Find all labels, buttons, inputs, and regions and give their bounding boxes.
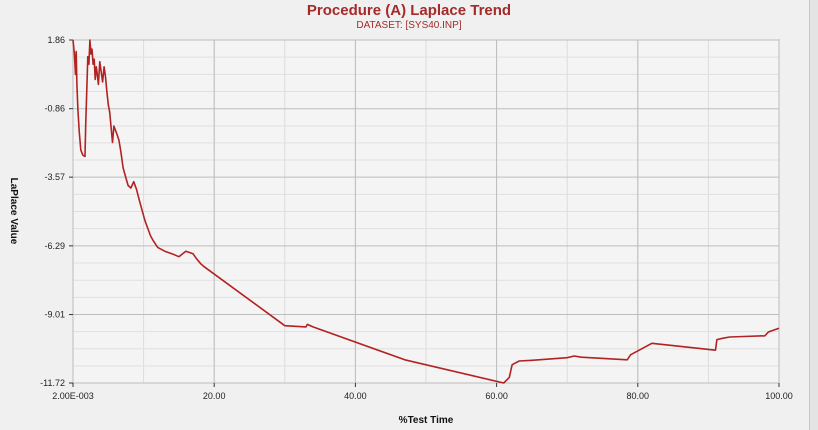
x-tick-label: 60.00 — [485, 391, 508, 401]
chart-subtitle: DATASET: [SYS40.INP] — [356, 20, 462, 31]
y-tick-label: 1.86 — [47, 35, 65, 45]
y-tick-label: -9.01 — [44, 310, 65, 320]
x-tick-label: 2.00E-003 — [52, 391, 94, 401]
x-tick-label: 40.00 — [344, 391, 367, 401]
y-tick-label: -0.86 — [44, 104, 65, 114]
x-tick-label: 80.00 — [627, 391, 650, 401]
x-axis-label: %Test Time — [399, 415, 454, 426]
y-tick-label: -6.29 — [44, 241, 65, 251]
series-line — [72, 39, 780, 384]
y-tick-label: -3.57 — [44, 172, 65, 182]
y-tick-label: -11.72 — [40, 378, 65, 388]
grid-lines — [72, 39, 780, 384]
x-tick-label: 100.00 — [765, 391, 793, 401]
y-axis: 1.86 -0.86 -3.57 -6.29 -9.01 -11.72 — [40, 35, 73, 388]
x-tick-label: 20.00 — [203, 391, 226, 401]
y-axis-label: LaPlace Value — [8, 178, 19, 245]
window-edge — [809, 0, 818, 430]
chart-title: Procedure (A) Laplace Trend — [306, 2, 512, 19]
x-axis: 2.00E-003 20.00 40.00 60.00 80.00 100.00 — [52, 383, 793, 401]
